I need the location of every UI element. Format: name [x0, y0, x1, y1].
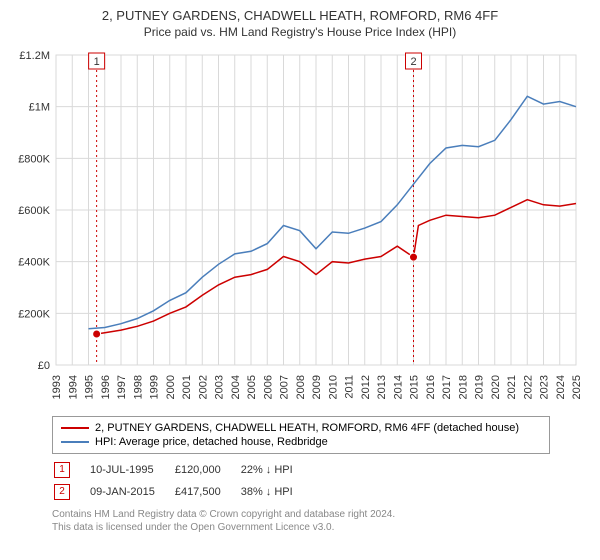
marker-badge: 2	[54, 484, 70, 500]
svg-text:2000: 2000	[165, 375, 177, 399]
marker-diff: 38% ↓ HPI	[241, 482, 311, 502]
svg-text:2010: 2010	[327, 375, 339, 399]
svg-text:£200K: £200K	[18, 308, 50, 320]
svg-text:1995: 1995	[84, 375, 96, 399]
svg-text:2007: 2007	[279, 375, 291, 399]
svg-text:2022: 2022	[522, 375, 534, 399]
svg-text:£600K: £600K	[18, 205, 50, 217]
svg-text:2025: 2025	[571, 375, 583, 399]
legend-swatch	[61, 427, 89, 429]
footer-line-2: This data is licensed under the Open Gov…	[52, 521, 588, 534]
svg-text:2014: 2014	[392, 375, 404, 399]
marker-row: 1 10-JUL-1995£120,00022% ↓ HPI	[54, 460, 311, 480]
svg-text:1996: 1996	[100, 375, 112, 399]
svg-text:1994: 1994	[67, 375, 79, 399]
svg-text:2020: 2020	[490, 375, 502, 399]
svg-text:2023: 2023	[539, 375, 551, 399]
svg-text:2018: 2018	[457, 375, 469, 399]
legend-item: HPI: Average price, detached house, Redb…	[61, 435, 541, 449]
svg-text:1999: 1999	[149, 375, 161, 399]
svg-text:2016: 2016	[425, 375, 437, 399]
svg-text:2002: 2002	[197, 375, 209, 399]
legend-item: 2, PUTNEY GARDENS, CHADWELL HEATH, ROMFO…	[61, 421, 541, 435]
svg-text:1998: 1998	[132, 375, 144, 399]
svg-text:£1.2M: £1.2M	[19, 50, 50, 62]
svg-text:2008: 2008	[295, 375, 307, 399]
svg-text:2003: 2003	[214, 375, 226, 399]
svg-text:2012: 2012	[360, 375, 372, 399]
marker-diff: 22% ↓ HPI	[241, 460, 311, 480]
svg-text:2019: 2019	[474, 375, 486, 399]
legend: 2, PUTNEY GARDENS, CHADWELL HEATH, ROMFO…	[52, 416, 550, 454]
line-chart: £0 £200K £400K £600K £800K £1M £1.2M 1993 1994 19…	[12, 45, 588, 410]
svg-text:2013: 2013	[376, 375, 388, 399]
svg-text:2: 2	[410, 56, 416, 68]
svg-text:2011: 2011	[344, 375, 356, 399]
marker-price: £120,000	[175, 460, 239, 480]
svg-text:2021: 2021	[506, 375, 518, 399]
marker-badge: 1	[54, 462, 70, 478]
svg-text:£400K: £400K	[18, 257, 50, 269]
svg-text:2015: 2015	[409, 375, 421, 399]
svg-text:1: 1	[94, 56, 100, 68]
svg-text:1997: 1997	[116, 375, 128, 399]
svg-text:1993: 1993	[51, 375, 63, 399]
svg-text:2009: 2009	[311, 375, 323, 399]
marker-table: 1 10-JUL-1995£120,00022% ↓ HPI 2 09-JAN-201…	[52, 458, 313, 504]
svg-text:2024: 2024	[555, 375, 567, 399]
svg-text:£1M: £1M	[29, 102, 50, 114]
svg-text:£800K: £800K	[18, 153, 50, 165]
marker-date: 10-JUL-1995	[90, 460, 173, 480]
svg-text:2005: 2005	[246, 375, 258, 399]
svg-text:£0: £0	[38, 360, 50, 372]
legend-label: 2, PUTNEY GARDENS, CHADWELL HEATH, ROMFO…	[95, 422, 519, 434]
legend-swatch	[61, 441, 89, 443]
chart-title: 2, PUTNEY GARDENS, CHADWELL HEATH, ROMFO…	[12, 8, 588, 23]
footer-line-1: Contains HM Land Registry data © Crown c…	[52, 508, 588, 521]
marker-price: £417,500	[175, 482, 239, 502]
svg-text:2001: 2001	[181, 375, 193, 399]
marker-date: 09-JAN-2015	[90, 482, 173, 502]
footer-attribution: Contains HM Land Registry data © Crown c…	[52, 508, 588, 534]
svg-text:2004: 2004	[230, 375, 242, 399]
chart-subtitle: Price paid vs. HM Land Registry's House …	[12, 25, 588, 39]
marker-row: 2 09-JAN-2015£417,50038% ↓ HPI	[54, 482, 311, 502]
svg-text:2017: 2017	[441, 375, 453, 399]
svg-text:2006: 2006	[262, 375, 274, 399]
legend-label: HPI: Average price, detached house, Redb…	[95, 436, 328, 448]
